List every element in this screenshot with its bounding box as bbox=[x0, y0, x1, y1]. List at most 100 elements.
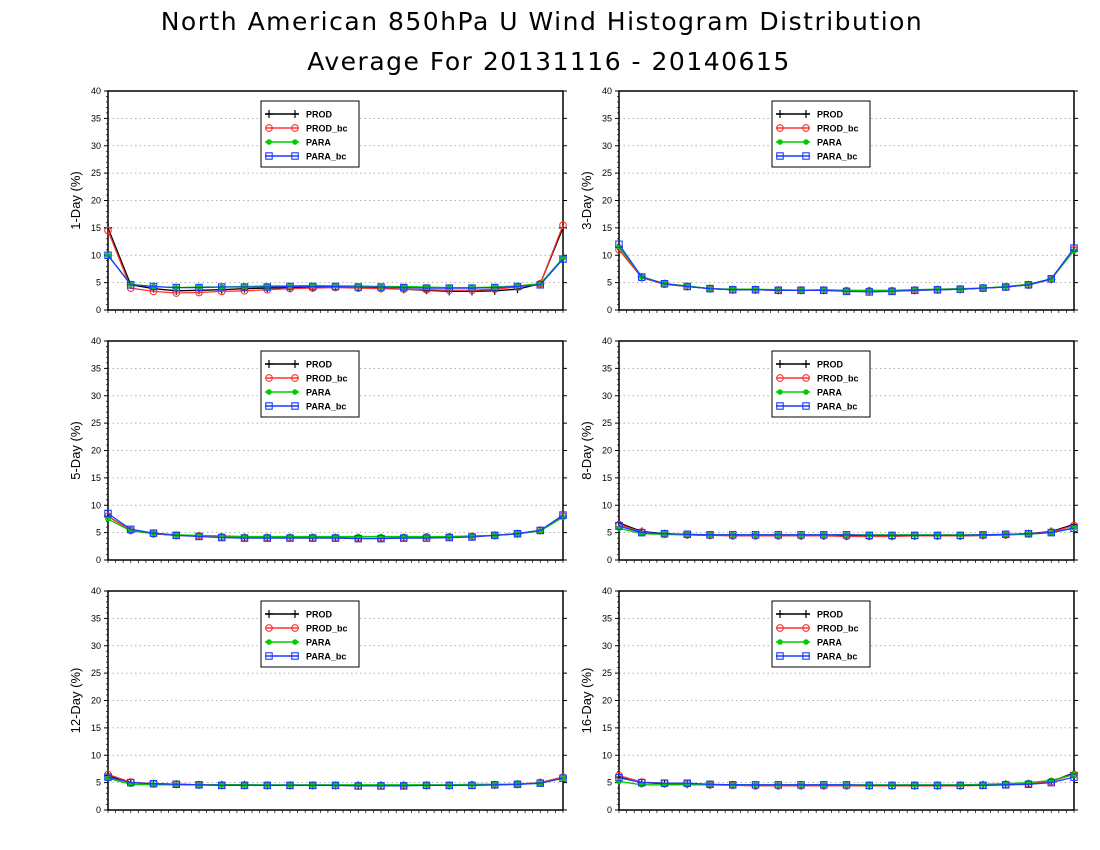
data-point bbox=[559, 774, 567, 782]
data-point bbox=[308, 282, 317, 291]
legend-entry-label: PROD bbox=[817, 110, 844, 120]
data-point bbox=[728, 285, 737, 294]
data-point bbox=[422, 284, 431, 292]
data-point bbox=[683, 530, 691, 539]
data-point bbox=[377, 283, 385, 291]
y-axis-label: 16-Day (%) bbox=[579, 668, 594, 734]
data-point bbox=[127, 778, 135, 787]
data-point bbox=[797, 781, 805, 789]
data-point bbox=[751, 531, 760, 539]
legend-marker bbox=[776, 374, 784, 382]
data-point bbox=[559, 511, 567, 519]
y-tick-label: 40 bbox=[91, 86, 101, 96]
legend-entry-label: PROD bbox=[306, 110, 333, 120]
data-point bbox=[445, 781, 453, 790]
legend-entry-label: PROD_bc bbox=[306, 374, 348, 384]
data-point bbox=[149, 779, 158, 788]
data-point bbox=[468, 781, 476, 790]
y-tick-label: 15 bbox=[91, 723, 101, 733]
data-point bbox=[422, 534, 431, 542]
data-point bbox=[1070, 524, 1078, 532]
data-point bbox=[195, 532, 203, 541]
data-point bbox=[933, 781, 942, 790]
legend-marker bbox=[802, 124, 810, 132]
data-point bbox=[842, 531, 851, 539]
legend-marker bbox=[802, 152, 810, 160]
data-point bbox=[1071, 524, 1077, 531]
data-point bbox=[286, 282, 294, 291]
data-point bbox=[683, 779, 691, 787]
y-tick-label: 40 bbox=[602, 86, 612, 96]
y-tick-label: 5 bbox=[96, 278, 101, 288]
legend-marker bbox=[802, 110, 810, 118]
chart-panel: 0 5 10 15 20 25 30 35 40 5-Day (%) PROD PROD_bc PARA… bbox=[68, 336, 567, 565]
data-point bbox=[218, 533, 226, 542]
data-point bbox=[706, 531, 714, 539]
y-tick-label: 5 bbox=[607, 528, 612, 538]
legend-entry-label: PROD_bc bbox=[306, 124, 348, 134]
data-point bbox=[377, 534, 385, 543]
legend-marker bbox=[776, 610, 784, 618]
data-point bbox=[660, 279, 669, 288]
data-point bbox=[104, 773, 112, 781]
series-para-bc bbox=[615, 773, 1078, 790]
data-point bbox=[637, 273, 646, 281]
legend-marker bbox=[776, 402, 784, 410]
legend-marker bbox=[803, 139, 809, 145]
y-axis-label: 3-Day (%) bbox=[579, 171, 594, 230]
data-point bbox=[536, 526, 544, 535]
legend-marker bbox=[802, 402, 810, 410]
y-tick-label: 15 bbox=[602, 723, 612, 733]
data-point bbox=[490, 283, 499, 292]
data-point bbox=[104, 509, 112, 518]
series-para-bc bbox=[615, 240, 1078, 296]
data-point bbox=[286, 534, 294, 542]
data-point bbox=[105, 516, 111, 522]
data-point bbox=[1024, 529, 1033, 538]
legend-marker bbox=[776, 110, 784, 118]
data-point bbox=[1070, 773, 1078, 781]
y-tick-label: 10 bbox=[602, 250, 612, 260]
legend-entry-label: PARA bbox=[306, 388, 331, 398]
data-point bbox=[286, 781, 294, 790]
legend-marker bbox=[291, 402, 299, 410]
y-tick-label: 25 bbox=[602, 168, 612, 178]
data-point bbox=[706, 780, 714, 789]
data-point bbox=[149, 282, 158, 291]
y-tick-label: 40 bbox=[602, 586, 612, 596]
y-tick-label: 10 bbox=[602, 750, 612, 760]
y-tick-label: 30 bbox=[602, 391, 612, 401]
chart-panel: 0 5 10 15 20 25 30 35 40 3-Day (%) PROD PROD_bc PARA… bbox=[579, 86, 1078, 315]
legend-marker bbox=[803, 389, 809, 395]
data-point bbox=[956, 531, 964, 540]
legend-marker bbox=[777, 639, 783, 645]
series-line bbox=[618, 243, 1075, 293]
y-axis-label: 5-Day (%) bbox=[68, 421, 83, 480]
data-point bbox=[865, 781, 873, 790]
legend-marker bbox=[291, 360, 299, 368]
y-tick-label: 0 bbox=[96, 305, 101, 315]
data-point bbox=[819, 286, 828, 295]
data-point bbox=[104, 251, 112, 260]
legend: PROD PROD_bc PARA PARA_bc bbox=[260, 350, 360, 418]
data-point bbox=[706, 284, 714, 293]
legend-marker bbox=[265, 152, 273, 160]
legend-marker bbox=[266, 139, 272, 145]
data-point bbox=[104, 226, 112, 235]
legend-marker bbox=[291, 152, 299, 160]
legend-entry-label: PROD bbox=[817, 360, 844, 370]
data-point bbox=[774, 531, 782, 539]
data-point bbox=[218, 781, 226, 790]
data-point bbox=[195, 781, 203, 789]
y-tick-label: 30 bbox=[91, 141, 101, 151]
y-tick-label: 35 bbox=[602, 363, 612, 373]
data-point bbox=[377, 782, 385, 790]
y-tick-label: 25 bbox=[91, 418, 101, 428]
data-point bbox=[149, 529, 158, 537]
legend-entry-label: PROD bbox=[817, 610, 844, 620]
y-tick-label: 25 bbox=[602, 418, 612, 428]
legend-entry-label: PROD_bc bbox=[817, 374, 859, 384]
data-point bbox=[559, 221, 567, 229]
data-point bbox=[865, 288, 873, 296]
